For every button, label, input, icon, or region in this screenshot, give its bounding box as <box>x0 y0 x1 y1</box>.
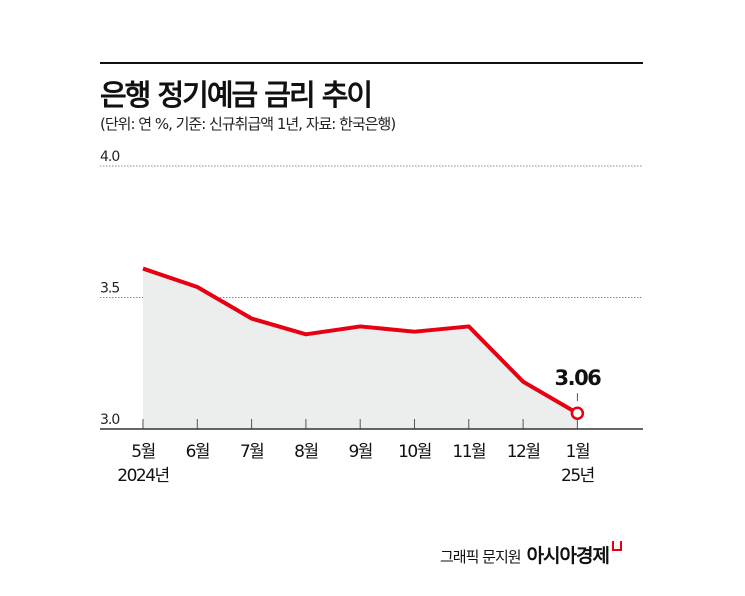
credit: 그래픽 문지원 아시아경제 <box>440 541 622 568</box>
x-tick-label: 9월 <box>348 442 371 462</box>
x-tick-label: 10월 <box>398 442 431 462</box>
title-rule <box>100 62 643 64</box>
brand-mark-icon <box>611 541 622 551</box>
y-tick-label: 3.0 <box>100 412 119 428</box>
y-tick-label: 4.0 <box>100 149 119 165</box>
x-tick-label: 5월 <box>131 442 154 462</box>
graphic-credit: 그래픽 문지원 <box>440 548 522 566</box>
x-tick-label: 7월 <box>240 442 263 462</box>
x-tick-label: 8월 <box>294 442 317 462</box>
data-label: 3.06 <box>554 366 601 390</box>
chart-title: 은행 정기예금 금리 추이 <box>100 78 373 112</box>
data-point-highlight <box>570 406 585 420</box>
x-tick-label: 1월 <box>566 442 589 462</box>
x-tick-label: 6월 <box>186 442 209 462</box>
x-tick-sublabel: 25년 <box>561 466 594 486</box>
brand-logo: 아시아경제 <box>526 545 610 567</box>
y-tick-label: 3.5 <box>100 281 119 297</box>
x-tick-label: 11월 <box>452 442 485 462</box>
area-fill <box>143 268 578 429</box>
x-tick-sublabel: 2024년 <box>117 466 168 486</box>
chart-subtitle: (단위: 연 %, 기준: 신규취급액 1년, 자료: 한국은행) <box>100 115 396 133</box>
x-tick-label: 12월 <box>507 442 540 462</box>
